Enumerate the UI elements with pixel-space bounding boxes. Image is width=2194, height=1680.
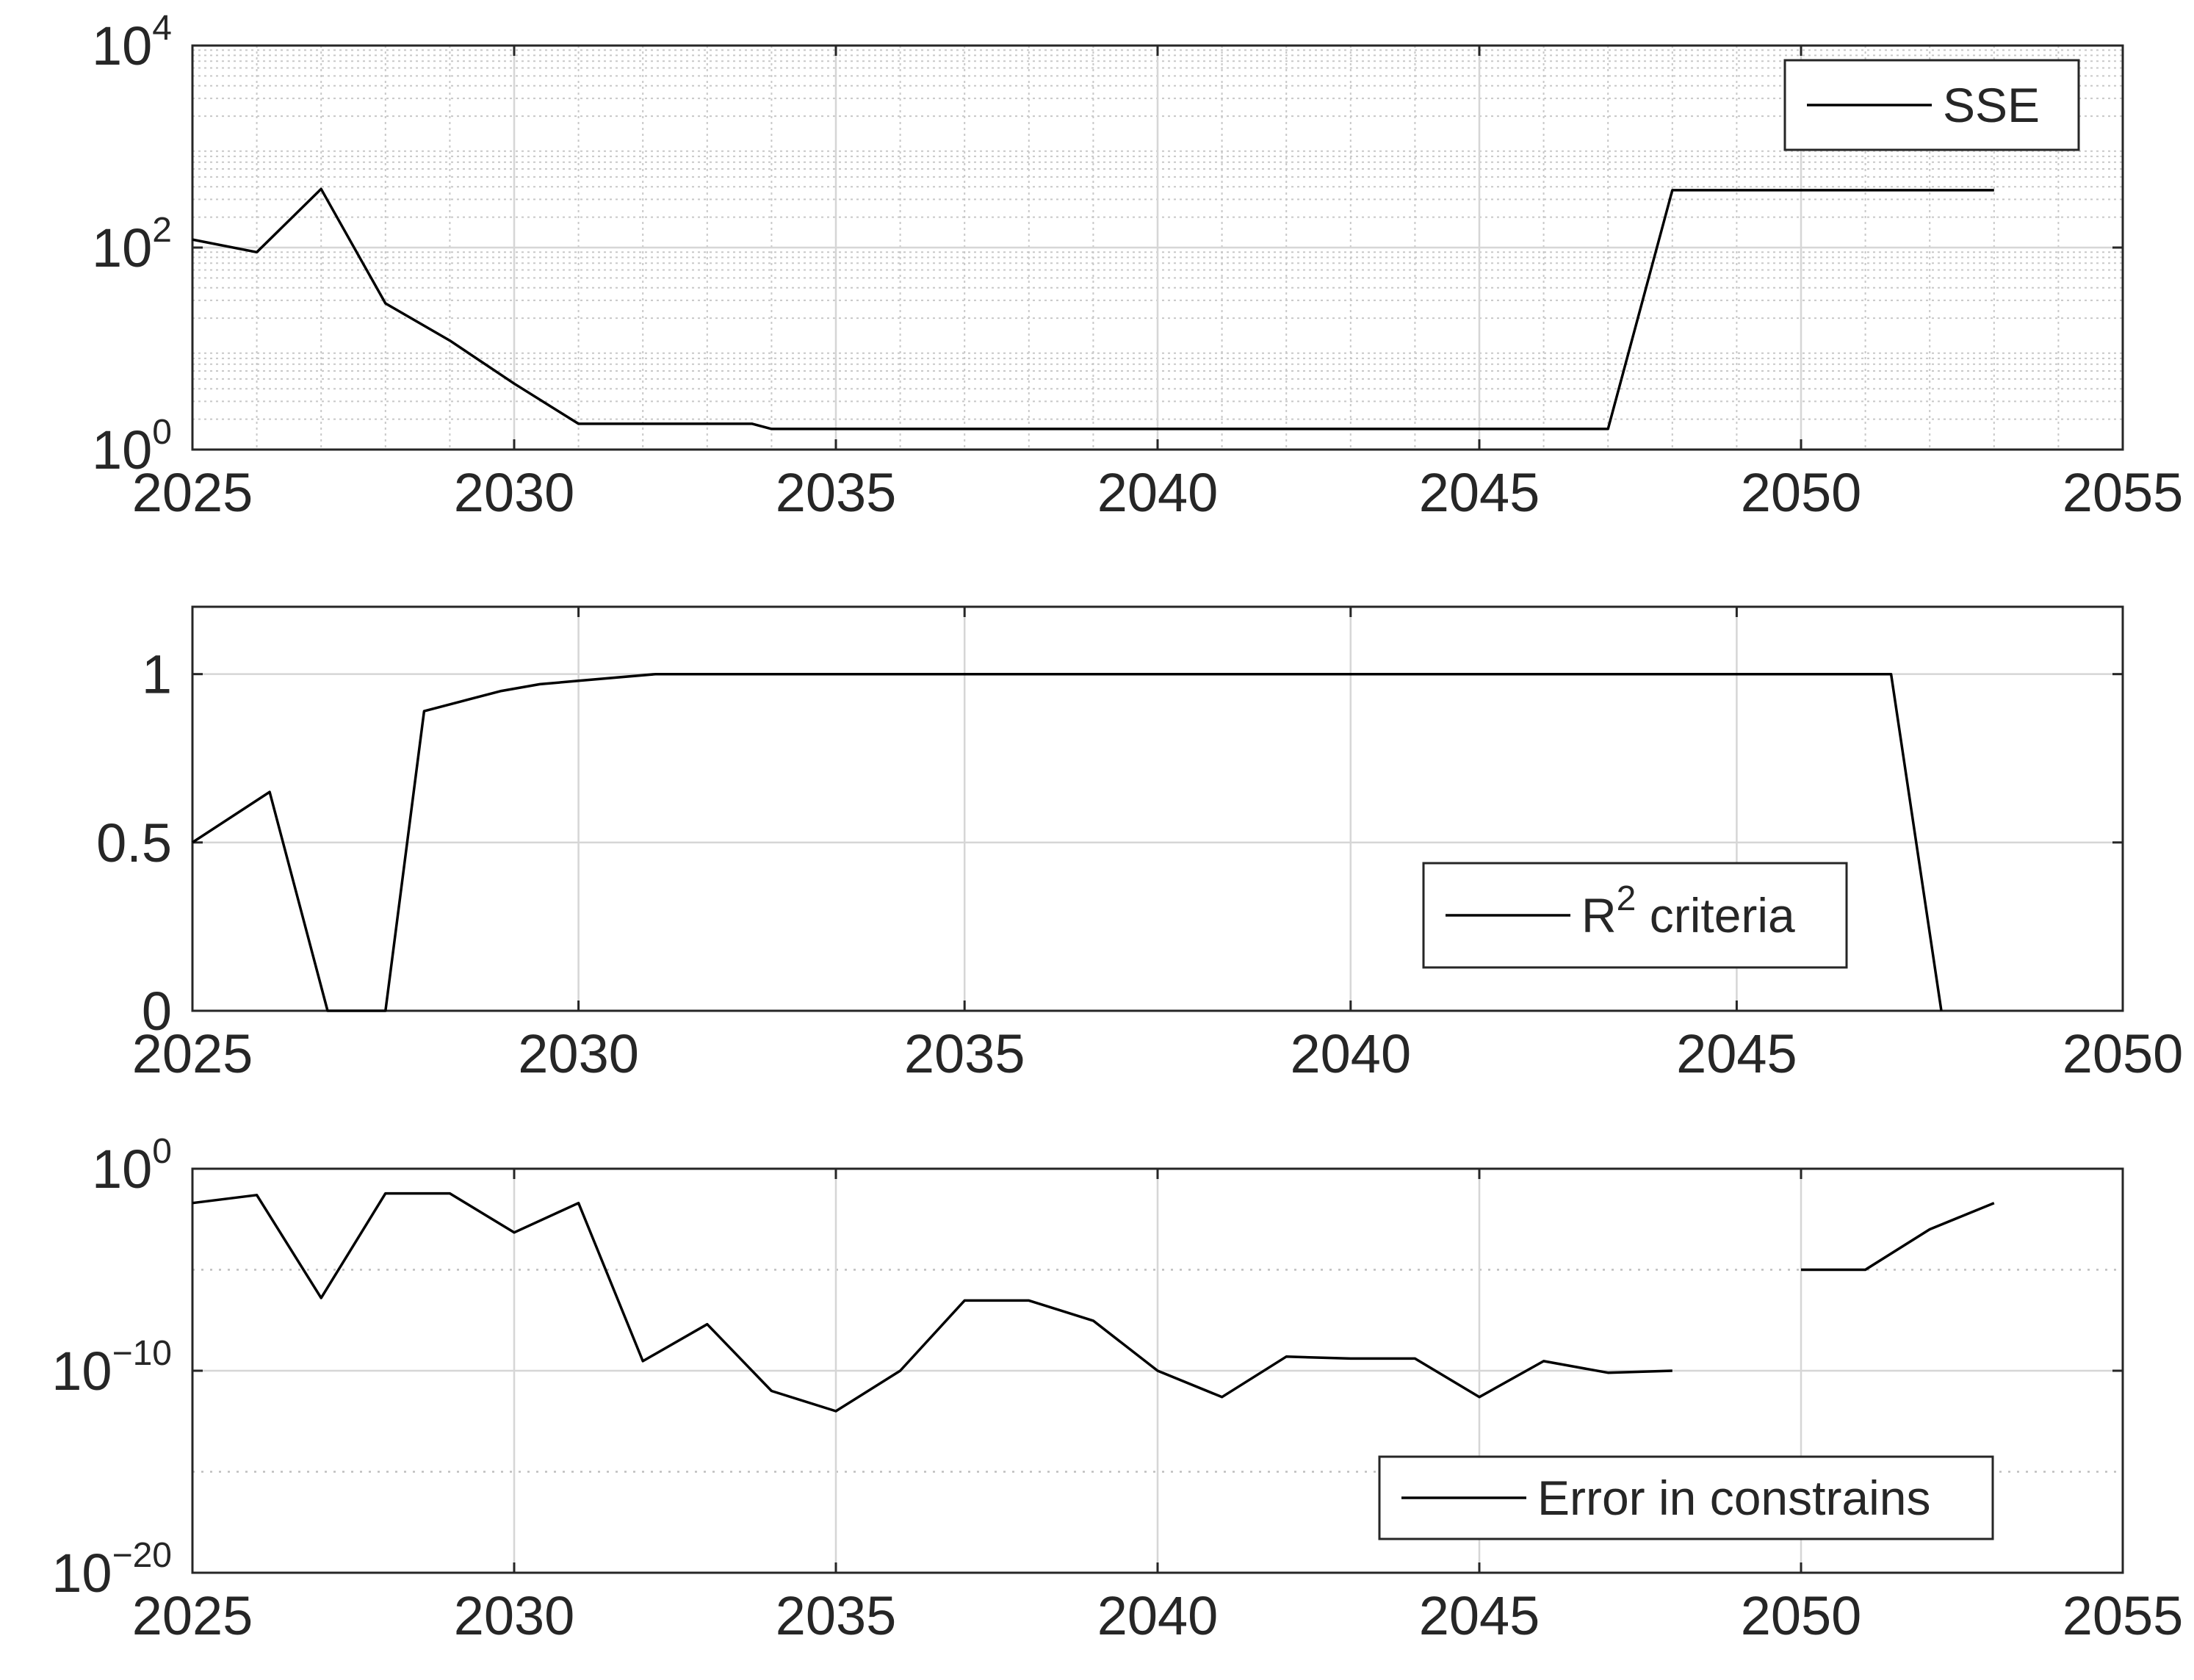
axes-box: [191, 605, 2124, 1012]
y-tick-label: 104: [92, 9, 172, 76]
legend-label: R2 criteria: [1581, 879, 1795, 942]
y-tick-label: 1: [142, 644, 172, 705]
x-tick-label: 2050: [1741, 462, 1862, 523]
x-tick-label: 2045: [1419, 1585, 1540, 1646]
x-tick-label: 2045: [1676, 1023, 1797, 1084]
chart-panel-1: 2025 2030 2035 2040 2045 2050 2055 100 102 104 SSE: [92, 9, 2183, 523]
legend: SSE: [1783, 59, 2080, 151]
y-tick-label: 100: [92, 413, 172, 480]
x-tick-label: 2050: [1741, 1585, 1862, 1646]
x-tick-label: 2040: [1097, 462, 1219, 523]
series-line: [1801, 1202, 1995, 1272]
x-tick-label: 2035: [776, 1585, 897, 1646]
x-tick-label: 2045: [1419, 462, 1540, 523]
x-tick-label: 2055: [2063, 1585, 2184, 1646]
y-tick-label: 0: [142, 981, 172, 1042]
legend: Error in constrains: [1378, 1455, 1994, 1540]
y-tick-label: 102: [92, 211, 172, 278]
x-tick-label: 2030: [454, 462, 575, 523]
x-tick-label: 2035: [776, 462, 897, 523]
y-tick-label: 100: [92, 1132, 172, 1200]
chart-panel-2: 2025 2030 2035 2040 2045 2050 0 0.5 1 R2 criteria: [96, 605, 2184, 1084]
legend-label: Error in constrains: [1537, 1471, 1931, 1525]
x-tick-label: 2040: [1097, 1585, 1219, 1646]
y-tick-label: 10−20: [51, 1536, 172, 1604]
x-tick-label: 2025: [132, 462, 253, 523]
legend-label: SSE: [1943, 78, 2040, 132]
x-tick-label: 2025: [132, 1585, 253, 1646]
y-tick-label: 10−10: [51, 1334, 172, 1402]
x-tick-label: 2030: [518, 1023, 639, 1084]
legend: R2 criteria: [1422, 862, 1848, 969]
x-tick-label: 2040: [1290, 1023, 1411, 1084]
series-line: [192, 672, 1943, 1012]
x-tick-label: 2055: [2063, 462, 2184, 523]
x-tick-label: 2025: [132, 1023, 253, 1084]
x-tick-label: 2035: [904, 1023, 1025, 1084]
series-line: [192, 187, 1994, 430]
chart-panel-3: 2025 2030 2035 2040 2045 2050 2055 10−20 10−10 10…: [51, 1132, 2183, 1646]
x-tick-label: 2030: [454, 1585, 575, 1646]
series-line: [192, 1191, 1672, 1413]
y-tick-label: 0.5: [96, 812, 172, 873]
x-tick-label: 2050: [2063, 1023, 2184, 1084]
